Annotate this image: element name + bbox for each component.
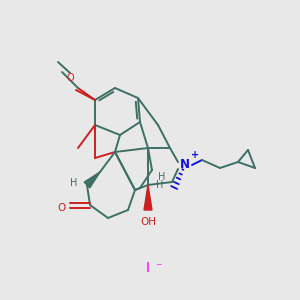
- Text: H: H: [158, 172, 166, 182]
- Text: H: H: [70, 178, 78, 188]
- Text: OH: OH: [140, 217, 156, 227]
- Text: I: I: [146, 261, 150, 275]
- Text: O: O: [66, 73, 74, 83]
- Text: O: O: [58, 203, 66, 213]
- Polygon shape: [144, 185, 152, 210]
- Text: N: N: [180, 158, 190, 172]
- Text: ⁻: ⁻: [155, 262, 161, 275]
- Text: H: H: [156, 180, 164, 190]
- Polygon shape: [84, 172, 100, 188]
- Text: +: +: [191, 150, 199, 160]
